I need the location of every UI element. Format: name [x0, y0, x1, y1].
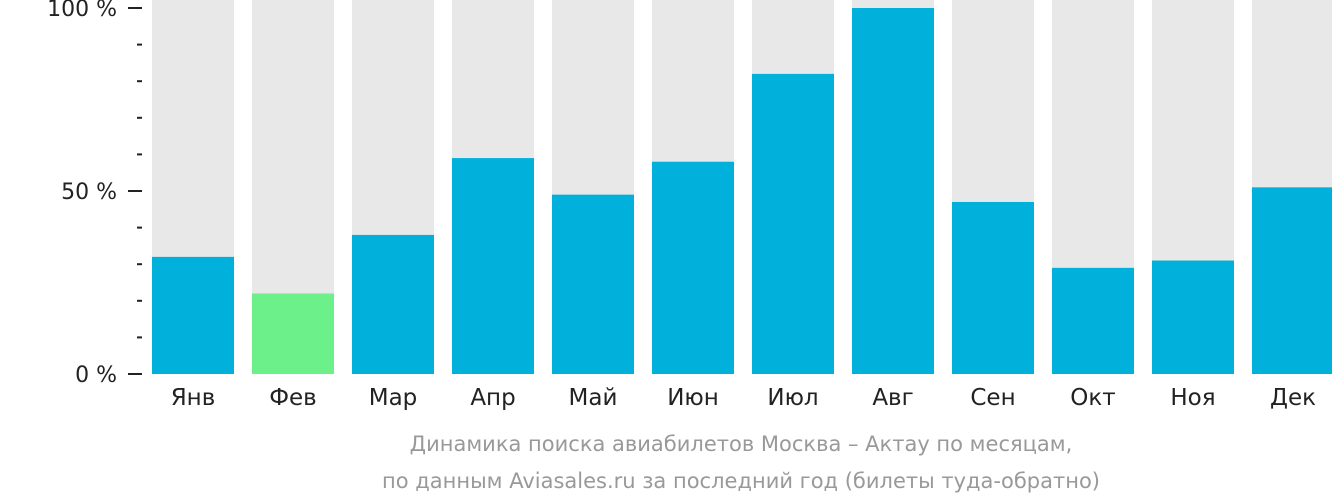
x-tick-label: Май — [569, 385, 618, 411]
bar-3[interactable] — [352, 234, 434, 374]
y-axis: 0 % 50 % 100 % — [47, 0, 142, 388]
x-tick-label: Ноя — [1170, 385, 1215, 411]
x-tick-label: Апр — [470, 385, 515, 411]
bar-8[interactable] — [852, 8, 934, 374]
x-tick-label: Фев — [269, 385, 317, 411]
x-tick-label: Июл — [767, 385, 818, 411]
bar-6[interactable] — [652, 161, 734, 374]
x-tick-label: Сен — [970, 385, 1015, 411]
x-tick-label: Мар — [369, 385, 418, 411]
x-axis: Янв Фев Мар Апр Май Июн Июл Авг Сен Окт Ноя Дек — [171, 385, 1316, 411]
bar-7[interactable] — [752, 73, 834, 374]
x-tick-label: Июн — [667, 385, 719, 411]
bar-10[interactable] — [1052, 267, 1134, 374]
y-tick-label: 0 % — [75, 363, 117, 388]
bar-9[interactable] — [952, 201, 1034, 374]
x-tick-label: Окт — [1070, 385, 1115, 411]
bar-4[interactable] — [452, 158, 534, 374]
bar-5[interactable] — [552, 194, 634, 374]
bar-2[interactable] — [252, 293, 334, 374]
x-tick-label: Янв — [171, 385, 216, 411]
chart-caption-line-2: по данным Aviasales.ru за последний год … — [382, 469, 1100, 493]
bars-group — [152, 0, 1332, 374]
x-tick-label: Авг — [872, 385, 913, 411]
y-tick-label: 100 % — [47, 0, 117, 22]
bar-12[interactable] — [1252, 187, 1332, 374]
bar-11[interactable] — [1152, 260, 1234, 374]
bar-1[interactable] — [152, 256, 234, 374]
x-tick-label: Дек — [1270, 385, 1316, 411]
chart-caption-line-1: Динамика поиска авиабилетов Москва – Акт… — [410, 432, 1073, 456]
y-tick-label: 50 % — [61, 180, 117, 205]
